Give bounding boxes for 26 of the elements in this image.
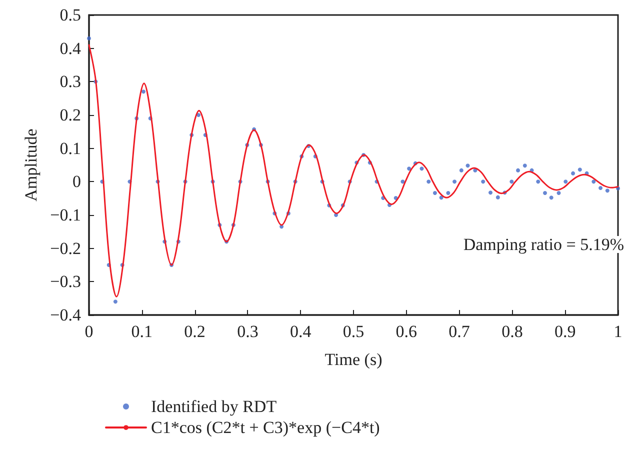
y-tick-label: 0.1: [60, 138, 81, 158]
x-tick-label: 0.7: [448, 322, 470, 341]
x-tick-label: 0: [84, 322, 94, 341]
legend-label: Identified by RDT: [151, 397, 278, 416]
x-tick-label: 0.9: [554, 322, 576, 341]
y-tick-label: 0.3: [60, 72, 81, 92]
x-tick-label: 0.4: [290, 322, 312, 341]
legend-label: C1*cos (C2*t + C3)*exp (−C4*t): [151, 418, 380, 437]
annotation: Damping ratio = 5.19%: [463, 235, 624, 254]
y-tick-label: −0.1: [50, 206, 81, 224]
y-tick-label: 0.4: [60, 38, 82, 58]
x-tick-label: 0.1: [131, 322, 153, 341]
y-tick-label: 0.2: [60, 106, 81, 124]
x-tick-label: 0.8: [502, 322, 523, 341]
y-tick-label: 0.5: [60, 6, 81, 24]
x-tick-label: 0.3: [237, 322, 258, 341]
x-tick-label: 0.6: [396, 322, 418, 341]
x-tick-label: 1: [614, 322, 622, 341]
y-tick-label: −0.3: [50, 272, 81, 292]
y-tick-label: 0: [72, 172, 81, 192]
y-tick-label: −0.2: [50, 238, 81, 258]
y-axis-title: Amplitude: [21, 128, 40, 202]
x-axis-title: Time (s): [324, 350, 382, 369]
y-tick-label: −0.4: [50, 306, 82, 324]
x-tick-label: 0.5: [342, 322, 364, 341]
x-tick-label: 0.2: [184, 322, 206, 341]
